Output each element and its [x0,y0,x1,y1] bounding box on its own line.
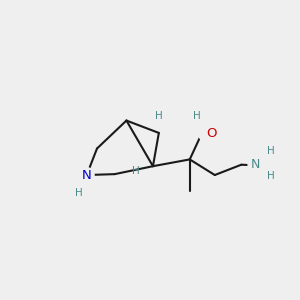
Text: H: H [267,146,275,157]
Text: H: H [193,111,201,121]
Text: N: N [251,158,260,171]
Text: H: H [132,166,140,176]
Text: H: H [267,171,275,181]
Text: H: H [155,111,163,121]
Circle shape [79,168,94,182]
Text: O: O [206,127,216,140]
Circle shape [248,158,263,172]
Text: N: N [82,169,92,182]
Circle shape [199,126,213,141]
Text: H: H [75,188,82,198]
